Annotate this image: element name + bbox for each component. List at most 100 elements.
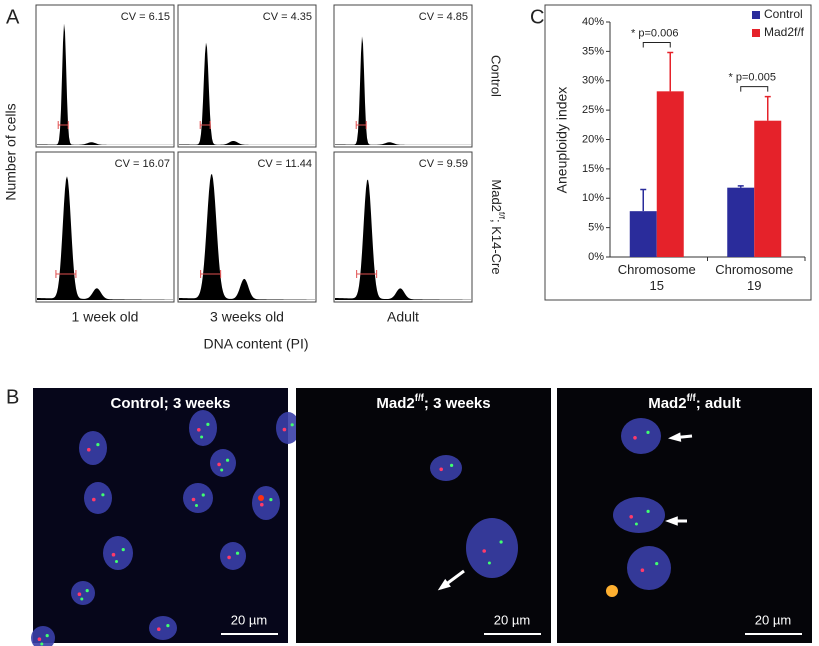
error-bar (640, 188, 647, 212)
nucleus (31, 626, 55, 646)
row-label: Control (489, 55, 504, 97)
legend-swatch (752, 11, 760, 19)
annotation: * p=0.006 (631, 27, 678, 39)
histogram-frame (177, 4, 317, 148)
red-signal (633, 436, 637, 440)
debris (606, 585, 618, 597)
gate-marker (199, 121, 211, 129)
cv-label: CV = 11.44 (257, 158, 312, 170)
arrow-head (437, 578, 451, 591)
histogram (37, 23, 173, 146)
significance-bracket (740, 86, 769, 92)
x-tick-label: Chromosome 15 (617, 262, 696, 293)
red-signal (77, 592, 82, 596)
y-tick-label: 25% (582, 104, 604, 116)
gate-marker (355, 121, 367, 129)
legend-swatch (752, 29, 760, 37)
nucleus (627, 546, 671, 590)
green-signal (195, 504, 198, 507)
nucleus (103, 536, 133, 570)
panel-label: C (530, 6, 544, 28)
green-signal (646, 430, 650, 434)
green-signal (634, 522, 638, 526)
y-tick-label: 5% (588, 222, 604, 234)
histogram (179, 173, 315, 300)
chart-frame (544, 4, 812, 301)
red-signal (227, 555, 231, 560)
y-tick-label: 10% (582, 192, 604, 204)
y-tick-label: 0% (588, 251, 604, 263)
red-signal (439, 467, 443, 472)
red-signal (191, 497, 196, 502)
green-signal (80, 597, 84, 601)
y-axis-label: Number of cells (3, 103, 19, 200)
arrow-head (668, 432, 682, 442)
error-bar (667, 51, 674, 92)
y-tick-label: 20% (582, 133, 604, 145)
panel-label: A (6, 6, 20, 28)
scale-bar-label: 20 µm (494, 612, 530, 627)
nucleus (84, 482, 112, 514)
micrograph-title: Mad2f/f; 3 weeks (376, 393, 490, 412)
red-signal (87, 447, 91, 452)
red-signal (157, 627, 161, 631)
gate-marker (356, 270, 378, 278)
text-part: ; 3 weeks (424, 395, 491, 412)
green-signal (499, 540, 503, 544)
cv-label: CV = 16.07 (115, 158, 170, 170)
text-part: Control; 3 weeks (110, 395, 230, 412)
green-signal (201, 493, 205, 497)
significance-bracket (642, 42, 671, 48)
cv-label: CV = 9.59 (419, 158, 468, 170)
gate-marker (57, 121, 69, 129)
legend-label: Control (764, 7, 803, 21)
histogram-frame (333, 151, 473, 303)
green-signal (115, 560, 118, 563)
red-signal (482, 549, 486, 553)
green-signal (121, 548, 125, 552)
text-part: Mad2 (489, 179, 504, 212)
green-signal (290, 423, 294, 427)
green-signal (235, 551, 240, 555)
red-signal (260, 502, 264, 507)
green-signal (85, 589, 89, 593)
red-signal (37, 637, 42, 641)
superscript: f/f (497, 212, 507, 220)
histogram (37, 176, 173, 300)
legend-label: Mad2f/f (764, 25, 805, 39)
histogram (335, 36, 471, 145)
cv-label: CV = 4.85 (419, 11, 468, 23)
green-signal (225, 458, 230, 462)
annotation: * p=0.005 (729, 72, 776, 84)
green-signal (45, 634, 49, 638)
x-tick-label: Chromosome 19 (715, 262, 794, 293)
nucleus (189, 410, 217, 446)
red-signal (111, 552, 116, 557)
nucleus (210, 449, 236, 477)
histogram (335, 179, 471, 300)
red-signal (217, 462, 221, 467)
y-tick-label: 15% (582, 163, 604, 175)
histogram-frame (177, 151, 317, 303)
nucleus (276, 412, 300, 444)
green-signal (40, 642, 44, 646)
error-bar (764, 95, 771, 121)
micrograph (31, 388, 300, 646)
red-signal (640, 568, 645, 572)
green-signal (220, 468, 224, 472)
nucleus (183, 483, 213, 513)
nucleus (621, 418, 661, 454)
text-part: ; adult (696, 395, 741, 412)
bar (727, 187, 755, 257)
scale-bar-label: 20 µm (755, 612, 791, 627)
green-signal (200, 435, 204, 439)
nucleus (252, 486, 280, 520)
panel-label: B (6, 386, 19, 408)
micrograph-background (33, 388, 288, 643)
green-signal (450, 463, 454, 467)
superscript: f/f (687, 393, 697, 404)
histogram (179, 42, 315, 145)
y-tick-label: 40% (582, 16, 604, 28)
error-bar (737, 185, 744, 188)
text-part: Mad2 (648, 395, 686, 412)
